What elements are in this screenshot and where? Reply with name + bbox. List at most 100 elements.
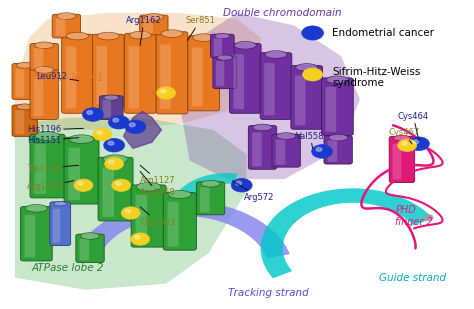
- FancyBboxPatch shape: [196, 182, 225, 215]
- FancyBboxPatch shape: [100, 96, 123, 120]
- Circle shape: [312, 145, 332, 158]
- FancyBboxPatch shape: [62, 34, 93, 113]
- Ellipse shape: [35, 42, 54, 49]
- Polygon shape: [124, 112, 161, 148]
- Ellipse shape: [253, 124, 272, 131]
- Text: Sifrim-Hitz-Weiss
syndrome: Sifrim-Hitz-Weiss syndrome: [332, 67, 421, 88]
- Text: Arg1127: Arg1127: [140, 165, 176, 185]
- Text: PHD
finger 2: PHD finger 2: [395, 205, 433, 227]
- FancyBboxPatch shape: [163, 193, 196, 250]
- Ellipse shape: [103, 155, 128, 163]
- FancyBboxPatch shape: [92, 34, 124, 109]
- Ellipse shape: [81, 233, 100, 239]
- Ellipse shape: [296, 64, 318, 71]
- Ellipse shape: [192, 34, 215, 41]
- Ellipse shape: [217, 55, 232, 60]
- FancyBboxPatch shape: [260, 53, 292, 120]
- FancyBboxPatch shape: [276, 139, 285, 165]
- Circle shape: [161, 89, 166, 93]
- FancyBboxPatch shape: [34, 48, 43, 68]
- FancyBboxPatch shape: [328, 140, 337, 162]
- Text: Arg572: Arg572: [232, 181, 274, 202]
- FancyBboxPatch shape: [131, 185, 166, 247]
- Circle shape: [104, 138, 125, 152]
- Ellipse shape: [393, 135, 410, 141]
- FancyBboxPatch shape: [53, 209, 60, 243]
- Ellipse shape: [215, 33, 230, 39]
- Text: Arg1173: Arg1173: [27, 181, 74, 191]
- Circle shape: [424, 214, 433, 221]
- Circle shape: [398, 139, 417, 151]
- Circle shape: [78, 182, 83, 185]
- Ellipse shape: [57, 13, 76, 19]
- FancyBboxPatch shape: [16, 69, 24, 97]
- Text: Arg1162: Arg1162: [126, 16, 162, 45]
- Ellipse shape: [35, 66, 54, 73]
- FancyBboxPatch shape: [213, 56, 237, 89]
- Text: ATPase lobe 2: ATPase lobe 2: [31, 263, 104, 273]
- Circle shape: [93, 128, 112, 141]
- Text: Gly1003: Gly1003: [140, 207, 175, 227]
- FancyBboxPatch shape: [30, 44, 58, 70]
- Circle shape: [97, 131, 102, 134]
- Text: Ser851: Ser851: [185, 16, 215, 41]
- FancyBboxPatch shape: [16, 110, 24, 134]
- FancyBboxPatch shape: [188, 36, 219, 111]
- FancyBboxPatch shape: [52, 14, 81, 38]
- FancyBboxPatch shape: [264, 63, 275, 115]
- Ellipse shape: [69, 135, 94, 143]
- Ellipse shape: [168, 190, 191, 198]
- Polygon shape: [75, 201, 290, 258]
- Circle shape: [112, 179, 131, 191]
- FancyBboxPatch shape: [295, 75, 306, 125]
- Polygon shape: [180, 13, 360, 179]
- Text: ATPase lobe 1: ATPase lobe 1: [31, 73, 104, 83]
- Polygon shape: [261, 188, 433, 278]
- FancyBboxPatch shape: [156, 32, 188, 114]
- FancyBboxPatch shape: [50, 202, 71, 246]
- FancyBboxPatch shape: [12, 63, 37, 99]
- FancyBboxPatch shape: [68, 148, 80, 200]
- Circle shape: [113, 118, 118, 122]
- Circle shape: [105, 158, 124, 170]
- Ellipse shape: [66, 32, 89, 40]
- Ellipse shape: [327, 76, 348, 83]
- Ellipse shape: [265, 51, 287, 58]
- Ellipse shape: [129, 31, 151, 39]
- FancyBboxPatch shape: [103, 100, 111, 117]
- FancyBboxPatch shape: [64, 137, 99, 204]
- FancyBboxPatch shape: [321, 78, 353, 135]
- FancyBboxPatch shape: [389, 136, 415, 183]
- Ellipse shape: [201, 180, 220, 187]
- FancyBboxPatch shape: [34, 76, 43, 116]
- Ellipse shape: [54, 201, 67, 206]
- Ellipse shape: [104, 95, 119, 100]
- FancyBboxPatch shape: [34, 144, 46, 194]
- Circle shape: [401, 142, 407, 145]
- Circle shape: [108, 141, 114, 145]
- FancyBboxPatch shape: [252, 133, 262, 166]
- Circle shape: [409, 137, 429, 150]
- FancyBboxPatch shape: [80, 239, 89, 260]
- Circle shape: [74, 179, 93, 191]
- Circle shape: [125, 210, 130, 213]
- Circle shape: [316, 147, 322, 151]
- Circle shape: [303, 68, 322, 81]
- FancyBboxPatch shape: [96, 46, 107, 104]
- FancyBboxPatch shape: [30, 134, 65, 198]
- FancyBboxPatch shape: [30, 68, 58, 120]
- FancyBboxPatch shape: [20, 206, 52, 261]
- Circle shape: [231, 179, 252, 192]
- FancyBboxPatch shape: [125, 33, 156, 113]
- FancyBboxPatch shape: [136, 195, 147, 243]
- Ellipse shape: [328, 134, 348, 141]
- FancyBboxPatch shape: [392, 144, 401, 180]
- Text: Arg1068: Arg1068: [140, 171, 176, 197]
- Ellipse shape: [25, 205, 47, 212]
- FancyBboxPatch shape: [140, 15, 168, 35]
- FancyBboxPatch shape: [272, 134, 301, 167]
- FancyBboxPatch shape: [234, 54, 244, 109]
- FancyBboxPatch shape: [25, 215, 35, 257]
- Circle shape: [129, 123, 135, 127]
- Circle shape: [156, 87, 175, 99]
